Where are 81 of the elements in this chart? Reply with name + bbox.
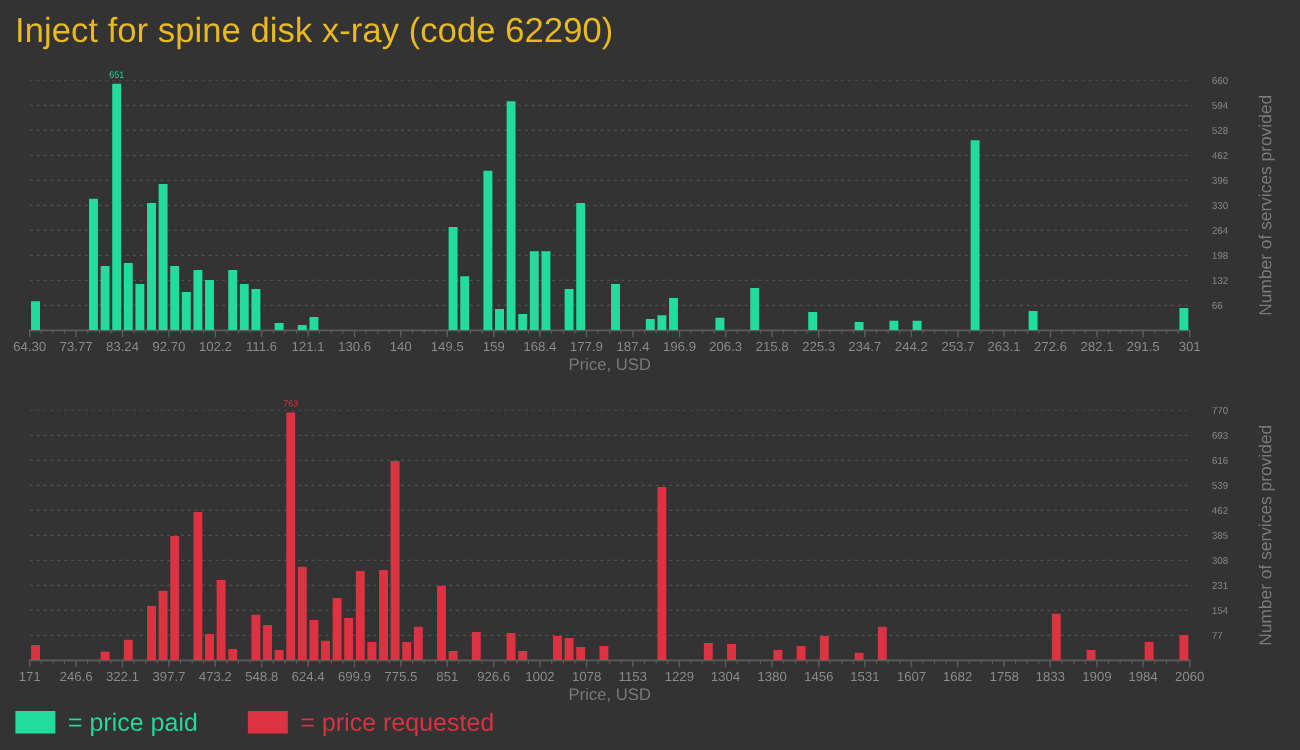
chart-title: Inject for spine disk x-ray (code 62290) [18, 16, 612, 50]
x-tick-label: 291.5 [1127, 341, 1160, 352]
x-tick-label: 206.3 [709, 341, 742, 352]
data-label: 651 [109, 71, 124, 78]
x-tick-label: 253.7 [942, 341, 974, 352]
y-tick-label: 77 [1212, 632, 1223, 639]
x-axis-title: Price, USD [569, 687, 651, 703]
x-tick-label: 149.5 [431, 341, 464, 352]
x-tick-label: 140 [390, 341, 412, 352]
x-tick-label: 111.6 [246, 341, 277, 352]
y-tick-label: 231 [1212, 582, 1228, 589]
x-tick-label: 263.1 [988, 341, 1020, 352]
x-tick-label: 1682 [943, 671, 972, 682]
x-tick-label: 1531 [851, 671, 879, 682]
x-tick-label: 775.5 [385, 671, 417, 682]
x-tick-label: 215.8 [756, 341, 789, 352]
y-axis-title: Number of services provided [1258, 95, 1275, 315]
x-tick-label: 322.1 [106, 671, 139, 682]
x-tick-label: 548.8 [245, 671, 278, 682]
y-tick-label: 330 [1212, 202, 1228, 209]
y-tick-label: 264 [1212, 227, 1228, 234]
y-tick-label: 528 [1212, 127, 1228, 134]
x-axis-title: Price, USD [569, 357, 651, 373]
x-tick-label: 1153 [619, 671, 647, 682]
x-tick-label: 234.7 [848, 341, 881, 352]
data-label: 763 [283, 400, 298, 407]
x-tick-label: 168.4 [524, 341, 556, 352]
x-tick-label: 272.6 [1034, 341, 1067, 352]
y-tick-label: 660 [1212, 77, 1228, 84]
x-tick-label: 1758 [990, 671, 1019, 682]
x-tick-label: 1833 [1036, 671, 1065, 682]
x-tick-label: 282.1 [1081, 341, 1113, 352]
x-tick-label: 473.2 [199, 671, 232, 682]
x-tick-label: 1909 [1083, 671, 1112, 682]
y-tick-label: 154 [1212, 607, 1228, 614]
y-tick-label: 132 [1212, 277, 1228, 284]
y-tick-label: 693 [1212, 432, 1228, 439]
x-tick-label: 301 [1179, 341, 1201, 352]
x-tick-label: 1304 [711, 671, 740, 682]
y-tick-label: 385 [1212, 532, 1228, 539]
y-tick-label: 616 [1212, 457, 1228, 464]
x-tick-label: 130.6 [339, 341, 371, 352]
x-tick-label: 171 [19, 671, 41, 681]
y-tick-label: 594 [1212, 102, 1228, 109]
x-tick-label: 1229 [665, 671, 694, 682]
x-tick-label: 196.9 [664, 341, 696, 352]
x-tick-label: 159 [483, 341, 505, 352]
y-tick-label: 539 [1212, 482, 1228, 489]
y-tick-label: 308 [1212, 557, 1228, 564]
y-tick-label: 462 [1212, 152, 1228, 159]
x-tick-label: 2060 [1175, 671, 1204, 682]
x-tick-label: 244.2 [895, 341, 928, 351]
x-tick-label: 187.4 [617, 341, 650, 352]
x-tick-label: 1984 [1129, 671, 1158, 682]
x-tick-label: 1456 [805, 671, 833, 682]
x-tick-label: 1607 [897, 671, 926, 682]
y-tick-label: 770 [1212, 407, 1228, 414]
x-tick-label: 699.9 [338, 671, 371, 682]
legend-label: = price requested [301, 712, 493, 736]
y-axis-title: Number of services provided [1258, 425, 1275, 645]
y-tick-label: 462 [1212, 507, 1228, 514]
x-tick-label: 397.7 [152, 671, 185, 682]
y-tick-label: 66 [1212, 302, 1223, 309]
x-tick-label: 624.4 [292, 671, 325, 682]
x-tick-label: 1380 [758, 671, 787, 682]
x-tick-label: 177.9 [570, 341, 603, 352]
y-tick-label: 198 [1212, 252, 1228, 259]
x-tick-label: 225.3 [802, 341, 835, 352]
x-tick-label: 121.1 [292, 341, 324, 351]
x-tick-label: 851 [436, 671, 458, 682]
x-tick-label: 92.70 [152, 341, 185, 352]
x-tick-label: 1078 [573, 671, 601, 682]
x-tick-label: 73.77 [60, 341, 92, 352]
x-tick-label: 246.6 [60, 671, 93, 682]
y-tick-label: 396 [1212, 177, 1228, 184]
x-tick-label: 64.30 [13, 341, 46, 352]
x-tick-label: 1002 [526, 671, 555, 682]
legend-label: = price paid [69, 712, 197, 736]
x-tick-label: 926.6 [477, 671, 510, 682]
x-tick-label: 102.2 [199, 341, 232, 352]
x-tick-label: 83.24 [106, 341, 139, 352]
